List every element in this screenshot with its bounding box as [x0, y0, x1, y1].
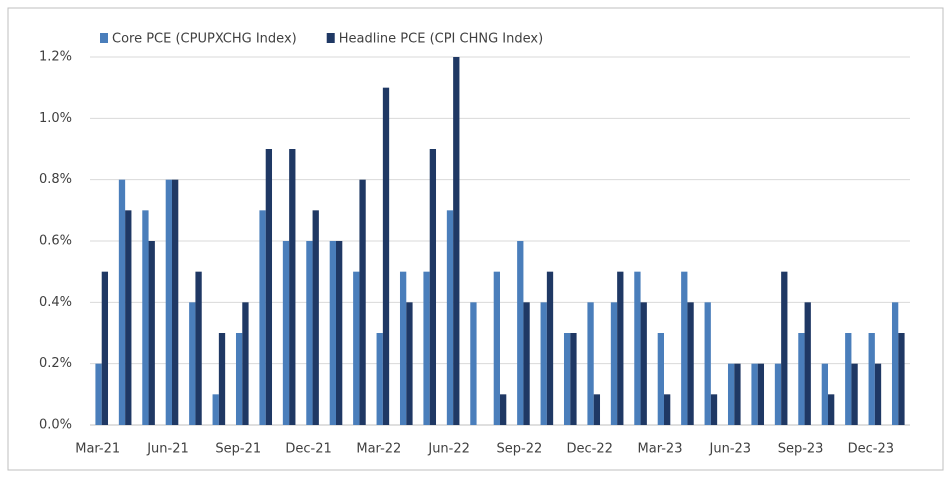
- bar: [359, 179, 366, 425]
- bar: [382, 87, 390, 426]
- bar: [265, 149, 273, 425]
- bar: [704, 302, 711, 425]
- bar: [563, 333, 571, 425]
- bar: [172, 179, 179, 425]
- bar: [376, 333, 383, 425]
- y-tick-label: 0.2%: [39, 356, 72, 371]
- bar: [540, 302, 547, 425]
- bar: [804, 302, 811, 425]
- bar: [570, 333, 577, 425]
- x-tick-label: Jun-22: [427, 442, 470, 457]
- bar: [874, 363, 882, 425]
- legend-label: Headline PCE (CPI CHNG Index): [339, 32, 543, 47]
- bar: [429, 149, 437, 425]
- bar: [634, 271, 641, 425]
- x-tick-label: Sep-21: [215, 442, 261, 457]
- x-tick-label: Jun-23: [709, 442, 752, 457]
- bar: [757, 363, 765, 425]
- bar: [710, 394, 718, 425]
- x-tick-label: Dec-23: [848, 442, 894, 457]
- legend-swatch: [100, 33, 108, 43]
- y-tick-label: 1.0%: [39, 111, 72, 126]
- bar: [242, 302, 249, 425]
- bar: [189, 302, 196, 425]
- bar: [493, 271, 500, 425]
- bar: [336, 241, 343, 425]
- legend-swatch: [326, 33, 335, 43]
- bar: [218, 333, 226, 425]
- bar: [657, 333, 664, 425]
- x-tick-label: Dec-22: [567, 442, 613, 457]
- bar: [399, 271, 407, 425]
- bar: [798, 333, 805, 425]
- bar: [593, 394, 601, 425]
- bar: [681, 271, 688, 425]
- bar: [828, 394, 835, 425]
- bar: [664, 394, 671, 425]
- bar: [546, 271, 554, 425]
- bar: [734, 363, 741, 425]
- y-tick-label: 0.0%: [39, 418, 72, 433]
- x-tick-label: Mar-23: [638, 442, 683, 457]
- bar: [142, 210, 149, 425]
- bar: [312, 210, 319, 425]
- legend-label: Core PCE (CPUPXCHG Index): [112, 32, 297, 47]
- bar: [282, 241, 290, 425]
- bar: [617, 271, 624, 425]
- bar: [898, 333, 905, 425]
- bar: [891, 302, 899, 425]
- bar: [774, 363, 782, 425]
- bar: [727, 363, 735, 425]
- bar: [165, 179, 172, 425]
- y-tick-label: 0.4%: [39, 295, 72, 310]
- bar: [95, 363, 102, 425]
- bar: [406, 302, 413, 425]
- bar: [587, 302, 594, 425]
- bar: [118, 179, 126, 425]
- bar: [235, 333, 243, 425]
- y-tick-label: 1.2%: [39, 50, 72, 65]
- bar: [868, 333, 875, 425]
- bar: [212, 394, 219, 425]
- bar: [353, 271, 360, 425]
- bar: [610, 302, 618, 425]
- bar: [453, 57, 460, 425]
- bar: [289, 149, 296, 425]
- bar: [125, 210, 132, 425]
- y-tick-label: 0.8%: [39, 172, 72, 187]
- bar: [851, 363, 858, 425]
- bar: [259, 210, 266, 425]
- x-tick-label: Sep-23: [778, 442, 824, 457]
- bar: [423, 271, 430, 425]
- bar: [101, 271, 109, 425]
- bar: [821, 363, 828, 425]
- bar: [446, 210, 454, 425]
- bar: [845, 333, 852, 425]
- bar: [640, 302, 647, 425]
- bar: [517, 241, 524, 425]
- x-tick-label: Sep-22: [497, 442, 543, 457]
- x-tick-label: Jun-21: [146, 442, 189, 457]
- bar: [306, 241, 313, 425]
- bar: [781, 271, 788, 425]
- x-tick-label: Dec-21: [285, 442, 331, 457]
- y-tick-label: 0.6%: [39, 234, 72, 249]
- bar: [470, 302, 477, 425]
- bar: [500, 394, 507, 425]
- bar: [195, 271, 202, 425]
- bar: [148, 241, 155, 425]
- x-tick-label: Mar-21: [75, 442, 120, 457]
- bar: [687, 302, 694, 425]
- bar: [523, 302, 530, 425]
- x-tick-label: Mar-22: [356, 442, 401, 457]
- bar: [329, 241, 336, 425]
- bar: [751, 363, 758, 425]
